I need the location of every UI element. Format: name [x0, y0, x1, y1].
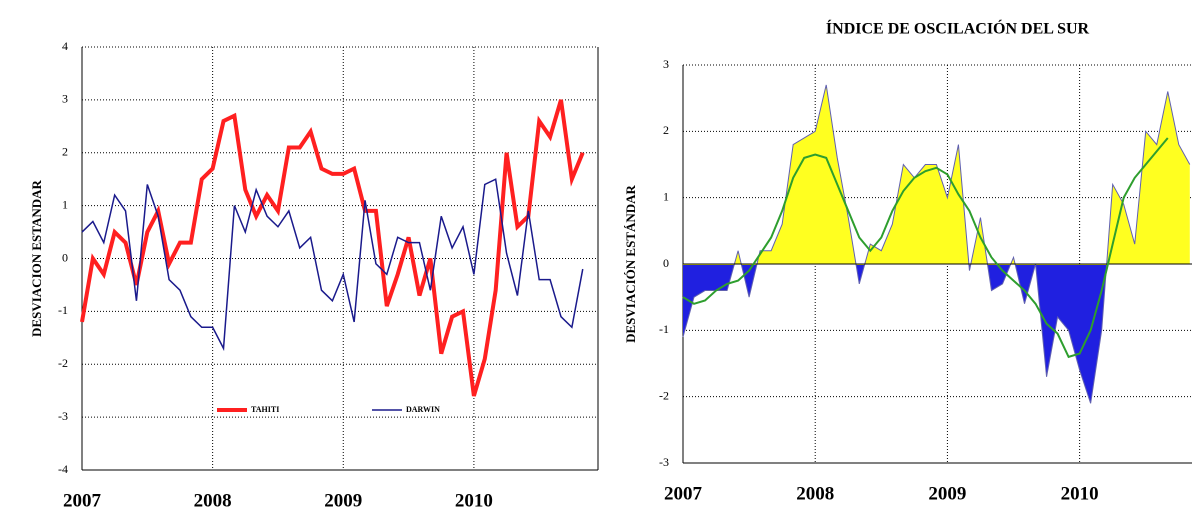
series-line [81, 178, 584, 352]
positive-area [683, 84, 1190, 265]
x-tick-label: 2010 [1061, 483, 1099, 504]
y-tick-label: 0 [663, 256, 669, 270]
x-tick-label: 2007 [63, 490, 102, 511]
chart: DESVIACION ESTANDAR -4 -3 -2 -1 0 1 2 3 4 2007 2008… [29, 39, 599, 511]
y-tick-label: 3 [62, 92, 68, 106]
y-tick-label: -3 [58, 409, 68, 423]
trend-line [682, 137, 1169, 359]
y-tick-label: 3 [663, 57, 669, 71]
series-line [80, 99, 585, 397]
y-axis-label: DESVIACION ESTANDAR [29, 179, 44, 336]
y-tick-label: 1 [62, 197, 68, 211]
y-axis-label: DESVIACIÓN ESTÁNDAR [623, 184, 638, 342]
x-tick-label: 2007 [664, 483, 703, 504]
x-tick-label: 2008 [796, 483, 834, 504]
legend-label: TAHITI [251, 405, 279, 414]
y-tick-label: 1 [663, 189, 669, 203]
x-tick-label: 2008 [194, 490, 232, 511]
index-line [682, 84, 1191, 404]
negative-area [683, 265, 1107, 404]
y-tick-label: 0 [62, 250, 68, 264]
x-tick-label: 2010 [455, 490, 493, 511]
y-tick-label: -1 [659, 322, 669, 336]
x-tick-label: 2009 [928, 483, 966, 504]
y-tick-label: -1 [58, 303, 68, 317]
y-tick-label: -2 [659, 388, 669, 402]
chart: ÍNDICE DE OSCILACIÓN DEL SUR DESVIACIÓN E… [623, 19, 1192, 504]
y-tick-label: -2 [58, 356, 68, 370]
y-tick-label: -3 [659, 455, 669, 469]
y-tick-label: 2 [62, 145, 68, 159]
chart-title: ÍNDICE DE OSCILACIÓN DEL SUR [826, 19, 1090, 38]
x-tick-label: 2009 [324, 490, 362, 511]
y-tick-label: 4 [62, 39, 68, 53]
legend-label: DARWIN [406, 405, 440, 414]
y-tick-label: 2 [663, 123, 669, 137]
y-tick-label: -4 [58, 462, 68, 476]
